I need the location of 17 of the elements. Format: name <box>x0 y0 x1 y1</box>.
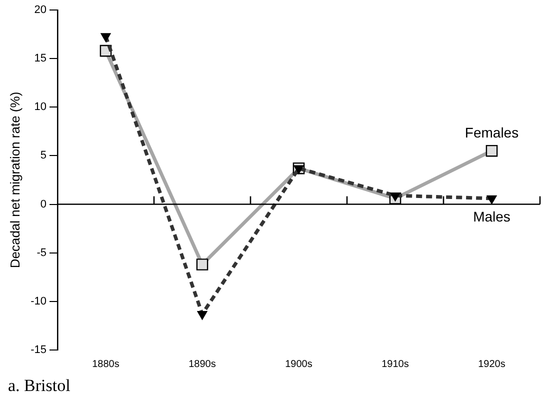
series-label: Males <box>473 208 510 224</box>
x-tick-label: 1880s <box>92 358 120 370</box>
series-label: Females <box>464 124 519 141</box>
x-tick-label: 1900s <box>285 358 312 370</box>
y-tick-label: 10 <box>34 101 46 114</box>
y-axis-title: Decadal net migration rate (%) <box>7 92 22 268</box>
y-tick-label: 0 <box>40 198 46 210</box>
y-tick-label: 15 <box>34 52 46 65</box>
y-tick-label: 20 <box>34 4 46 16</box>
x-tick-label: 1920s <box>478 358 506 370</box>
y-tick-label: -5 <box>36 246 46 259</box>
y-tick-label: 5 <box>40 150 46 162</box>
x-tick-label: 1890s <box>188 358 216 370</box>
y-tick-label: -10 <box>30 295 46 308</box>
x-tick-label: 1910s <box>382 358 409 370</box>
text: a. Bristol <box>8 376 70 396</box>
y-tick-label: -15 <box>30 344 46 356</box>
